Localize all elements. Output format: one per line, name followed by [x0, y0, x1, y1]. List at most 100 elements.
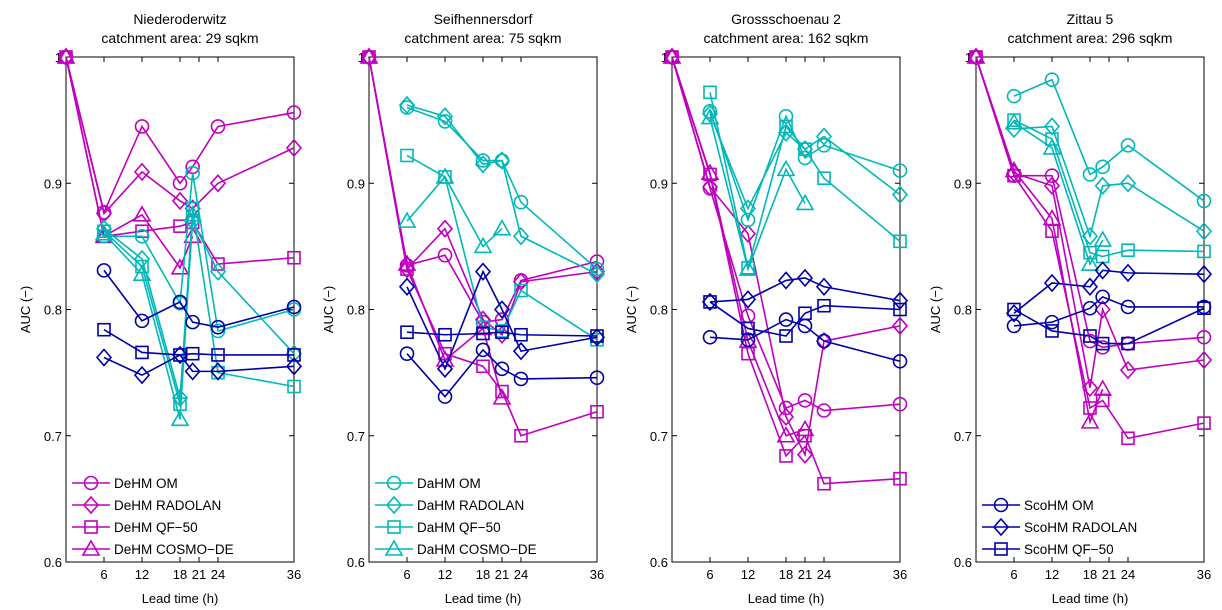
data-point	[1083, 329, 1097, 343]
series-line	[709, 92, 901, 269]
data-point	[738, 259, 758, 276]
series-dehm-radolan	[57, 47, 303, 223]
series-line	[406, 175, 503, 248]
data-point	[1119, 360, 1137, 380]
data-point	[1197, 244, 1211, 259]
data-point	[1195, 222, 1213, 241]
data-point	[779, 449, 793, 463]
data-point	[476, 359, 490, 374]
data-point	[185, 165, 200, 181]
x-tick-label: 36	[287, 567, 301, 582]
chart-panel-4: Zittau 5 catchment area: 296 sqkm 0.6 0.7 0.…	[928, 11, 1213, 606]
data-point	[398, 95, 416, 115]
legend-label: ScoHM OM	[1024, 498, 1094, 513]
legend-label: ScoHM QF−50	[1024, 542, 1114, 557]
series-line	[1013, 269, 1205, 314]
data-point	[1121, 336, 1135, 351]
data-point	[1119, 174, 1137, 193]
data-point	[1006, 318, 1022, 334]
data-point	[1043, 176, 1061, 195]
x-axis-label: Lead time (h)	[1052, 591, 1129, 606]
data-point	[1045, 324, 1059, 338]
series-line	[1013, 121, 1104, 267]
data-point	[700, 163, 720, 180]
data-point	[436, 359, 454, 379]
legend-marker	[82, 495, 100, 515]
data-point	[1196, 193, 1212, 209]
data-point	[739, 224, 757, 243]
data-point	[1095, 159, 1110, 175]
chart-title: Zittau 5	[1067, 11, 1114, 27]
data-point	[493, 151, 511, 170]
data-point	[1121, 243, 1135, 257]
series-c0000a8-circle	[96, 263, 302, 335]
data-point	[703, 295, 717, 309]
data-point	[891, 185, 909, 204]
y-axis-label: AUC (−)	[928, 286, 943, 333]
data-point	[589, 254, 605, 269]
data-point	[662, 47, 682, 64]
data-point	[795, 419, 815, 437]
data-point	[1082, 300, 1098, 316]
data-point	[1043, 273, 1061, 293]
data-point	[816, 138, 832, 153]
data-point	[777, 123, 795, 142]
y-tick-label: 0.8	[954, 303, 972, 318]
legend-marker	[386, 475, 402, 491]
data-point	[495, 325, 509, 340]
y-tick-label: 0.7	[650, 429, 668, 444]
series-c00b8b8-circle	[96, 165, 302, 339]
data-point	[513, 371, 529, 387]
data-point	[777, 407, 795, 427]
data-point	[211, 348, 225, 362]
data-point	[1042, 138, 1062, 155]
series-c00b8b8-triangle	[1004, 113, 1113, 271]
data-point	[701, 292, 719, 312]
data-point	[817, 476, 831, 491]
series-line	[671, 56, 806, 437]
legend-marker	[384, 539, 404, 556]
x-tick-label: 18	[476, 567, 490, 582]
data-point	[171, 345, 189, 365]
series-c0000a8-square	[703, 295, 907, 343]
legend-label: ScoHM RADOLAN	[1024, 520, 1137, 535]
legend-label: DeHM OM	[114, 476, 178, 491]
y-axis-label: AUC (−)	[18, 286, 33, 333]
data-point	[1044, 168, 1060, 183]
data-point	[398, 277, 416, 296]
data-point	[185, 201, 200, 216]
data-point	[817, 171, 831, 185]
data-point	[779, 119, 793, 134]
chart-subtitle: catchment area: 296 sqkm	[1008, 30, 1173, 46]
data-point	[776, 159, 796, 177]
legend-marker	[387, 520, 401, 534]
y-tick-label: 0.9	[347, 176, 365, 191]
data-point	[95, 348, 113, 367]
chart-panel-1: Niederoderwitz catchment area: 29 sqkm 0.6…	[18, 11, 303, 606]
data-point	[590, 329, 604, 343]
data-point	[437, 247, 453, 263]
x-tick-label: 12	[438, 567, 452, 582]
data-point	[891, 291, 909, 310]
data-point	[1196, 329, 1212, 345]
data-point	[588, 262, 606, 281]
data-point	[97, 322, 111, 337]
series-line	[709, 117, 806, 272]
legend-marker	[994, 542, 1008, 556]
data-point	[1093, 379, 1113, 396]
y-tick-label: 0.9	[650, 176, 668, 191]
data-point	[1044, 314, 1060, 330]
plot-frame	[368, 56, 598, 563]
legend-marker	[83, 475, 99, 491]
data-point	[473, 236, 493, 254]
data-point	[359, 47, 379, 64]
data-point	[795, 193, 815, 211]
data-point	[514, 283, 528, 298]
data-point	[1006, 88, 1022, 104]
chart-title: Niederoderwitz	[133, 11, 226, 27]
series-c0000a8-circle	[399, 342, 605, 404]
data-point	[702, 329, 718, 345]
data-point	[815, 127, 833, 146]
legend-label: DaHM COSMO−DE	[417, 542, 537, 557]
data-point	[286, 299, 302, 315]
